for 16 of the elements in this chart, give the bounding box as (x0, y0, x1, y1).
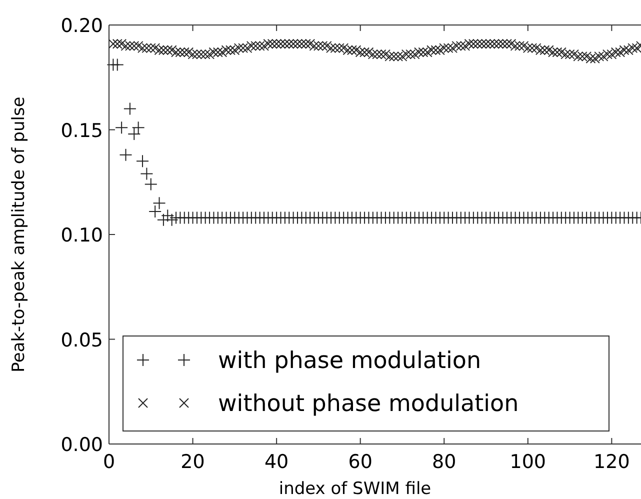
y-tick-label: 0.15 (60, 120, 103, 142)
x-axis-title: index of SWIM file (278, 479, 432, 499)
legend-label: with phase modulation (218, 348, 482, 374)
x-tick-label: 80 (432, 451, 456, 473)
x-tick-label: 100 (510, 451, 546, 473)
x-tick-label: 40 (264, 451, 289, 473)
y-axis-title: Peak-to-peak amplitude of pulse (9, 96, 29, 372)
x-tick-label: 60 (348, 451, 372, 473)
x-tick-label: 0 (102, 451, 116, 473)
y-tick-label: 0.10 (60, 224, 103, 246)
y-tick-label: 0.05 (60, 329, 103, 352)
y-tick-label: 0.00 (60, 434, 103, 456)
y-tick-label: 0.20 (60, 15, 103, 37)
x-tick-label: 20 (180, 451, 205, 473)
x-tick-label: 120 (594, 451, 630, 473)
legend-label: without phase modulation (218, 391, 519, 417)
